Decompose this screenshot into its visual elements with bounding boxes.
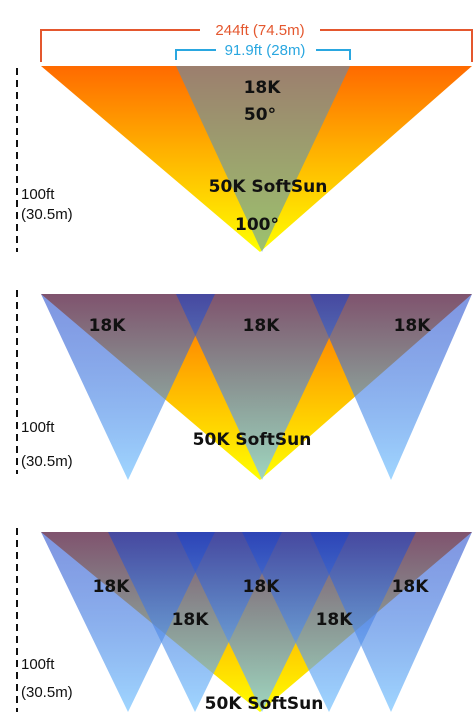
- height-label-m: (30.5m): [21, 684, 73, 701]
- light-18k-label-center: 18K: [243, 316, 281, 336]
- light-18k-beam-row2-right: [242, 532, 416, 712]
- softsun-angle: 100°: [235, 215, 279, 235]
- height-label-ft: 100ft: [21, 419, 55, 436]
- height-label-m: (30.5m): [21, 453, 73, 470]
- panel-3: 100ft (30.5m) 18K 18K 18K 18K 18K 50K So…: [16, 528, 472, 714]
- wide-dimension-bracket: [40, 29, 473, 62]
- light-18k-label-row2-right: 18K: [316, 610, 354, 630]
- light-18k-label: 18K: [244, 78, 282, 98]
- light-18k-label-row2-left: 18K: [172, 610, 210, 630]
- light-18k-label-row1-right: 18K: [392, 577, 430, 597]
- light-18k-beam-row2-left: [108, 532, 282, 712]
- softsun-label: 50K SoftSun: [209, 177, 328, 197]
- narrow-dimension-label: 91.9ft (28m): [225, 42, 306, 59]
- light-18k-label-row1-center: 18K: [243, 577, 281, 597]
- light-18k-beam-left: [41, 294, 215, 480]
- light-18k-label-row1-left: 18K: [93, 577, 131, 597]
- panel-2: 100ft (30.5m) 18K 18K 18K 50K SoftSun: [16, 290, 472, 480]
- wide-dimension-label: 244ft (74.5m): [215, 22, 304, 39]
- height-label-m: (30.5m): [21, 206, 73, 223]
- light-18k-beam-center: [176, 294, 350, 480]
- softsun-label: 50K SoftSun: [193, 430, 312, 450]
- light-18k-angle: 50°: [244, 105, 276, 125]
- height-label-ft: 100ft: [21, 186, 55, 203]
- narrow-dimension-bracket: [175, 49, 351, 60]
- light-18k-label-left: 18K: [89, 316, 127, 336]
- panel-1: 244ft (74.5m) 91.9ft (28m) 100ft (30.5m)…: [16, 22, 473, 252]
- light-18k-label-right: 18K: [394, 316, 432, 336]
- softsun-label: 50K SoftSun: [205, 694, 324, 714]
- height-label-ft: 100ft: [21, 656, 55, 673]
- light-18k-beam: [176, 66, 350, 252]
- light-18k-beam-right: [310, 294, 472, 480]
